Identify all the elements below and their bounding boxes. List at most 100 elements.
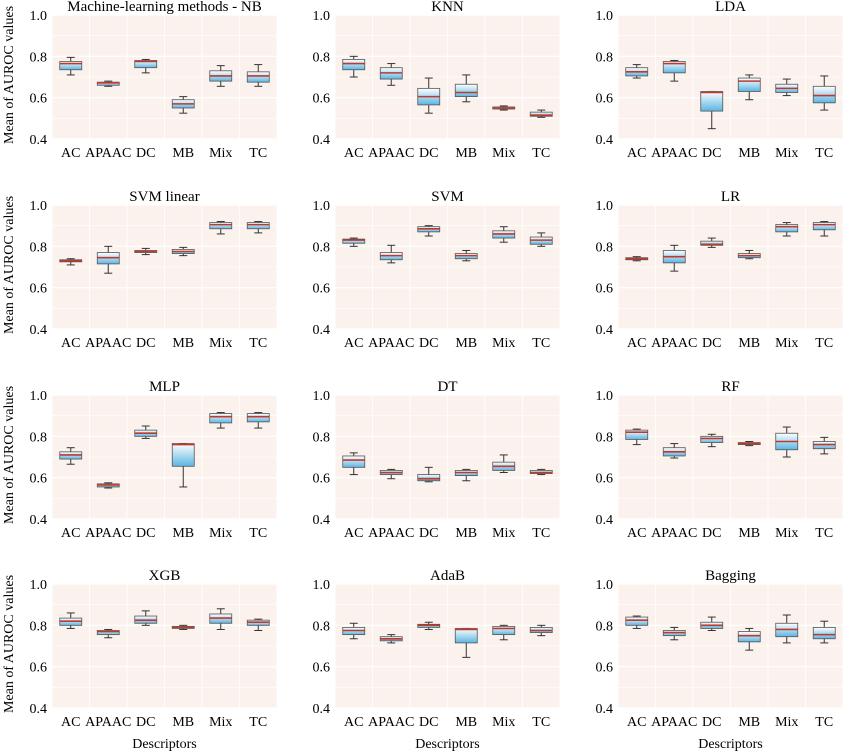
panel: MLP 0.4 0.6 0.8 1.0 AC APAAC DC MB Mix TC	[30, 379, 278, 541]
panel-title: RF	[721, 379, 739, 395]
y-tick-label: 0.6	[30, 282, 48, 297]
x-tick-label: Mix	[775, 336, 798, 351]
iqr-box	[59, 61, 83, 71]
iqr-box	[737, 77, 761, 92]
x-tick-label: AC	[627, 715, 646, 730]
box-apaac	[96, 80, 120, 87]
iqr-box	[812, 627, 836, 640]
box-apaac	[379, 468, 403, 480]
panel: KNN 0.4 0.6 0.8 1.0 AC APAAC DC MB Mix TC	[313, 0, 561, 161]
x-tick-label: DC	[702, 336, 721, 351]
y-tick-label: 1.0	[313, 578, 331, 593]
y-tick-label: 1.0	[596, 199, 614, 214]
box-dc	[134, 610, 158, 626]
y-axis-label: Mean of AUROC values	[2, 575, 17, 713]
x-axis-label: Descriptors	[132, 737, 197, 752]
y-tick-label: 0.6	[596, 661, 614, 676]
y-tick-label: 0.6	[313, 472, 331, 487]
y-tick-label: 0.6	[596, 472, 614, 487]
box-mb	[737, 441, 761, 447]
y-axis-label: Mean of AUROC values	[2, 196, 17, 334]
x-tick-label: APAAC	[85, 336, 131, 351]
box-mb	[454, 627, 478, 658]
iqr-box	[209, 413, 233, 424]
y-tick-label: 0.8	[313, 430, 331, 445]
y-tick-label: 0.8	[313, 619, 331, 634]
x-tick-label: DC	[419, 336, 438, 351]
x-tick-label: TC	[249, 526, 267, 541]
x-tick-label: TC	[249, 146, 267, 161]
y-tick-label: 1.0	[596, 9, 614, 24]
y-tick-label: 0.6	[596, 92, 614, 107]
y-tick-label: 0.6	[596, 282, 614, 297]
y-tick-label: 0.8	[30, 619, 48, 634]
box-apaac	[379, 63, 403, 86]
box-mix	[209, 221, 233, 235]
iqr-box	[662, 61, 686, 74]
box-mix	[775, 222, 799, 237]
iqr-box	[812, 85, 836, 104]
iqr-box	[96, 630, 120, 636]
x-tick-label: AC	[344, 146, 363, 161]
y-tick-label: 0.4	[313, 702, 331, 717]
panel-title: DT	[438, 379, 458, 395]
x-tick-label: MB	[738, 336, 760, 351]
box-dc	[134, 58, 158, 74]
x-tick-label: APAAC	[651, 526, 697, 541]
y-tick-label: 0.8	[313, 240, 331, 255]
x-tick-label: APAAC	[85, 715, 131, 730]
box-mix	[775, 426, 799, 458]
x-tick-label: AC	[627, 526, 646, 541]
y-tick-label: 0.4	[596, 702, 614, 717]
box-ac	[59, 612, 83, 629]
y-tick-label: 0.4	[30, 513, 48, 528]
box-dc	[417, 466, 441, 483]
iqr-box	[417, 474, 441, 482]
panel-title: MLP	[149, 379, 180, 395]
x-tick-label: Mix	[775, 715, 798, 730]
x-tick-label: MB	[172, 526, 194, 541]
y-tick-label: 0.8	[596, 50, 614, 65]
iqr-box	[246, 71, 270, 83]
panel-title: SVM	[431, 189, 464, 205]
y-tick-label: 0.4	[596, 133, 614, 148]
iqr-box	[625, 429, 649, 440]
x-tick-label: TC	[249, 336, 267, 351]
y-tick-label: 1.0	[313, 9, 331, 24]
y-axis-label: Mean of AUROC values	[2, 6, 17, 144]
iqr-box	[700, 435, 724, 443]
box-tc	[246, 412, 270, 429]
y-tick-label: 0.4	[313, 133, 331, 148]
iqr-box	[812, 222, 836, 231]
iqr-box	[700, 240, 724, 246]
x-tick-label: MB	[455, 336, 477, 351]
box-tc	[529, 468, 553, 476]
y-tick-label: 1.0	[30, 9, 48, 24]
box-apaac	[662, 626, 686, 641]
panel: LDA 0.4 0.6 0.8 1.0 AC APAAC DC MB Mix TC	[596, 0, 844, 161]
x-tick-label: TC	[815, 715, 833, 730]
box-dc	[417, 621, 441, 630]
panel: RF 0.4 0.6 0.8 1.0 AC APAAC DC MB Mix TC	[596, 379, 844, 541]
x-tick-label: MB	[455, 715, 477, 730]
box-mix	[209, 412, 233, 429]
y-tick-label: 0.6	[30, 661, 48, 676]
box-tc	[812, 75, 836, 111]
box-tc	[812, 436, 836, 455]
box-dc	[134, 425, 158, 439]
box-ac	[625, 64, 649, 79]
y-tick-label: 1.0	[313, 199, 331, 214]
panel-title: AdaB	[430, 568, 465, 584]
box-mix	[775, 614, 799, 644]
x-tick-label: Mix	[209, 715, 232, 730]
panel-title: XGB	[149, 568, 181, 584]
box-tc	[246, 64, 270, 87]
y-tick-label: 1.0	[30, 389, 48, 404]
x-tick-label: AC	[344, 526, 363, 541]
panel: DT 0.4 0.6 0.8 1.0 AC APAAC DC MB Mix TC	[313, 379, 561, 541]
x-tick-label: AC	[61, 146, 80, 161]
box-ac	[59, 258, 83, 266]
x-tick-label: DC	[136, 526, 155, 541]
box-mb	[454, 468, 478, 482]
